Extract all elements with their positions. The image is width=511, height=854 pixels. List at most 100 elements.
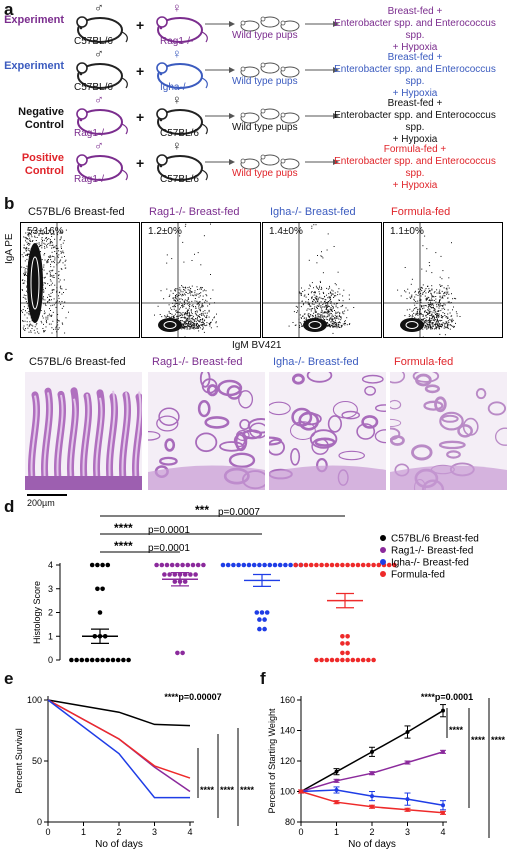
flow-event-dot	[29, 243, 31, 245]
flow-event-dot	[440, 310, 442, 312]
flow-event-dot	[330, 302, 332, 304]
flow-event-dot	[421, 268, 423, 270]
flow-event-dot	[443, 295, 445, 297]
flow-event-dot	[60, 288, 62, 290]
flow-event-dot	[431, 302, 433, 304]
flow-event-dot	[408, 316, 410, 317]
flow-event-dot	[305, 301, 307, 303]
flow-event-dot	[345, 307, 347, 309]
flow-event-dot	[421, 290, 423, 292]
tissue-fragment	[338, 450, 365, 461]
data-point	[79, 657, 85, 663]
flow-event-dot	[429, 303, 431, 305]
flow-event-dot	[24, 274, 26, 276]
flow-event-dot	[206, 317, 208, 319]
flow-event-dot	[446, 292, 448, 294]
flow-event-dot	[198, 309, 200, 311]
flow-event-dot	[441, 305, 443, 306]
data-point	[257, 626, 262, 632]
flow-event-dot	[23, 252, 25, 254]
data-point	[175, 562, 180, 568]
tissue-fragment	[238, 390, 254, 409]
flow-event-dot	[323, 312, 325, 314]
data-point	[180, 650, 185, 656]
mouse-tail	[121, 77, 128, 89]
flow-plot: 53±16%	[20, 222, 140, 338]
flow-event-dot	[331, 317, 333, 319]
flow-event-dot	[433, 306, 434, 308]
flow-event-dot	[61, 322, 63, 324]
histology-tissue	[148, 372, 265, 490]
flow-event-dot	[431, 318, 433, 320]
flow-event-dot	[332, 315, 334, 317]
flow-event-dot	[59, 261, 61, 263]
flow-event-dot	[298, 291, 300, 293]
flow-event-dot	[179, 301, 181, 303]
pup-ear	[260, 16, 266, 22]
pup-body	[280, 66, 300, 78]
flow-event-dot	[32, 229, 34, 231]
flow-event-dot	[329, 313, 331, 315]
plus-icon: +	[136, 63, 144, 79]
flow-event-dot	[54, 238, 56, 240]
flow-event-dot	[437, 310, 439, 312]
flow-event-dot	[194, 312, 196, 314]
flow-event-dot	[430, 326, 431, 328]
flow-event-dot	[47, 296, 48, 298]
flow-event-dot	[22, 296, 24, 298]
pup-icon	[280, 20, 300, 32]
flow-event-dot	[432, 307, 434, 309]
flow-event-dot	[425, 288, 427, 290]
data-point	[334, 769, 339, 774]
pup-body	[240, 112, 260, 124]
tissue-fragment	[375, 404, 386, 412]
flow-event-dot	[166, 314, 168, 316]
flow-event-dot	[43, 291, 45, 293]
flow-event-dot	[197, 315, 199, 317]
flow-event-dot	[442, 305, 444, 307]
flow-event-dot	[56, 325, 58, 327]
data-point	[95, 586, 100, 592]
flow-event-dot	[327, 301, 329, 303]
data-point	[350, 562, 356, 568]
flow-event-dot	[195, 313, 197, 315]
flow-event-dot	[426, 298, 428, 300]
flow-event-dot	[332, 325, 334, 327]
flow-event-dot	[47, 261, 49, 263]
flow-event-dot	[195, 327, 196, 329]
flow-event-dot	[435, 322, 437, 324]
flow-event-dot	[440, 255, 442, 257]
flow-event-dot	[23, 247, 25, 249]
flow-event-dot	[44, 312, 46, 314]
flow-event-dot	[443, 293, 445, 295]
legend-marker	[380, 547, 386, 553]
flow-event-dot	[27, 234, 29, 236]
flow-event-dot	[31, 320, 33, 322]
flow-event-dot	[437, 320, 439, 321]
flow-event-dot	[41, 259, 43, 261]
flow-event-dot	[328, 310, 330, 312]
flow-event-dot	[439, 299, 440, 301]
flow-event-dot	[27, 229, 29, 231]
flow-event-dot	[34, 326, 36, 328]
flow-event-dot	[182, 294, 184, 296]
female-symbol-icon: ♀	[172, 140, 182, 153]
flow-event-dot	[205, 290, 207, 292]
flow-event-dot	[453, 326, 455, 328]
female-mouse-icon	[156, 154, 208, 181]
flow-event-dot	[427, 320, 429, 321]
data-point	[241, 562, 247, 568]
flow-event-dot	[49, 275, 51, 277]
flow-event-dot	[331, 308, 333, 310]
flow-event-dot	[441, 295, 443, 297]
flow-event-dot	[181, 285, 183, 287]
female-symbol-icon: ♀	[172, 48, 182, 61]
flow-event-dot	[194, 290, 196, 292]
flow-event-dot	[189, 326, 191, 328]
flow-event-dot	[197, 325, 199, 327]
flow-event-dot	[22, 289, 23, 291]
flow-event-dot	[51, 289, 53, 291]
flow-event-dot	[331, 315, 333, 317]
flow-event-dot	[295, 305, 297, 307]
flow-event-dot	[26, 241, 28, 243]
